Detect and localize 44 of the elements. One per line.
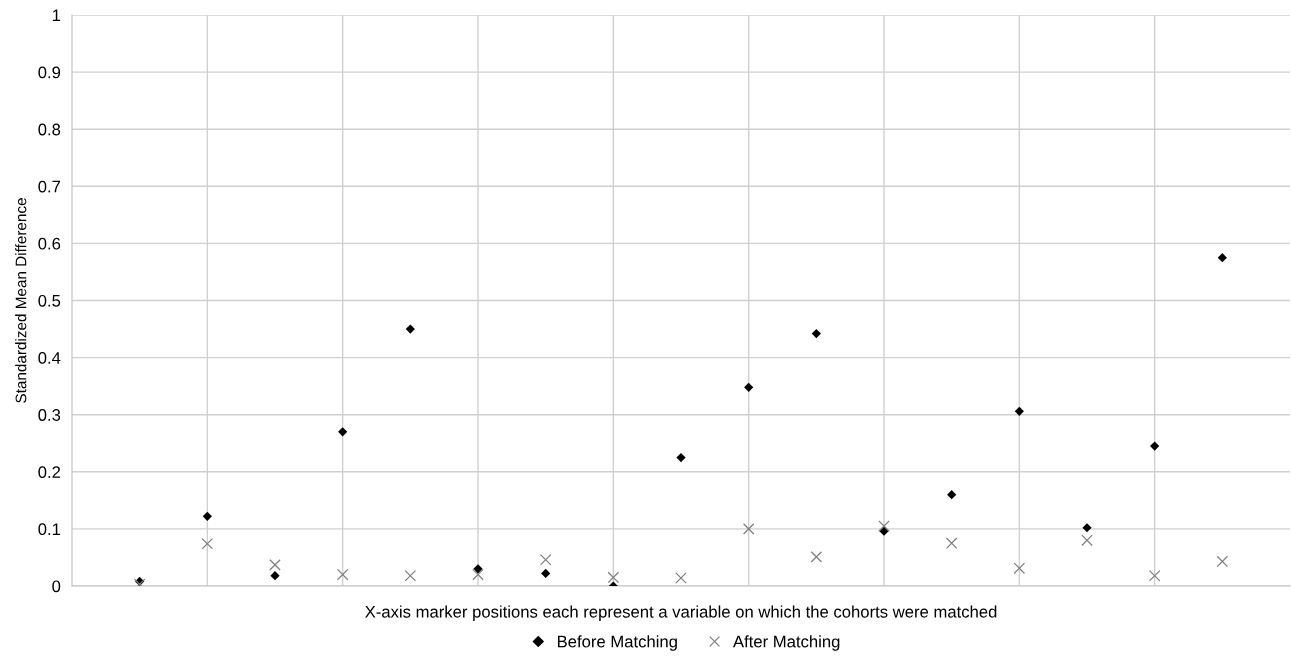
point: [1148, 569, 1161, 582]
point: [947, 490, 957, 500]
legend-label: Before Matching: [557, 635, 677, 651]
y-tick-label: 1: [52, 9, 61, 22]
point: [539, 553, 552, 566]
y-tick-label: 0.6: [38, 237, 61, 250]
point: [405, 324, 415, 334]
point: [404, 569, 417, 582]
point: [744, 382, 754, 392]
point: [676, 452, 686, 463]
point: [1013, 562, 1026, 575]
point: [541, 568, 551, 579]
x-axis-title: X-axis marker positions each represent a variable on which the cohorts were matched: [365, 605, 997, 621]
point: [336, 568, 349, 581]
point: [270, 571, 280, 581]
point: [607, 571, 620, 584]
y-tick-label: 0.9: [38, 66, 61, 79]
point: [1081, 534, 1093, 547]
point: [742, 523, 755, 535]
y-tick-label: 0.8: [38, 123, 61, 136]
point: [1217, 253, 1227, 263]
point: [1082, 523, 1092, 533]
y-tick-label: 0.5: [38, 294, 61, 307]
legend-label: After Matching: [732, 635, 840, 651]
point: [675, 572, 687, 584]
y-tick-label: 0.7: [38, 180, 61, 193]
point: [201, 537, 214, 550]
point: [878, 520, 890, 532]
point: [202, 511, 212, 521]
point: [269, 559, 281, 571]
point: [945, 537, 958, 549]
point: [810, 551, 823, 563]
point: [338, 427, 348, 437]
point: [472, 568, 484, 581]
y-tick-label: 0.2: [38, 466, 61, 478]
y-tick-label: 0.4: [38, 352, 61, 364]
y-axis-title: Standardized Mean Difference: [15, 198, 27, 403]
y-tick-label: 0.1: [38, 523, 61, 536]
point: [1014, 406, 1024, 416]
point: [811, 329, 821, 339]
y-tick-label: 0.3: [38, 409, 61, 421]
y-tick-label: 0: [52, 580, 61, 593]
point: [1216, 555, 1229, 568]
point: [1150, 441, 1160, 451]
